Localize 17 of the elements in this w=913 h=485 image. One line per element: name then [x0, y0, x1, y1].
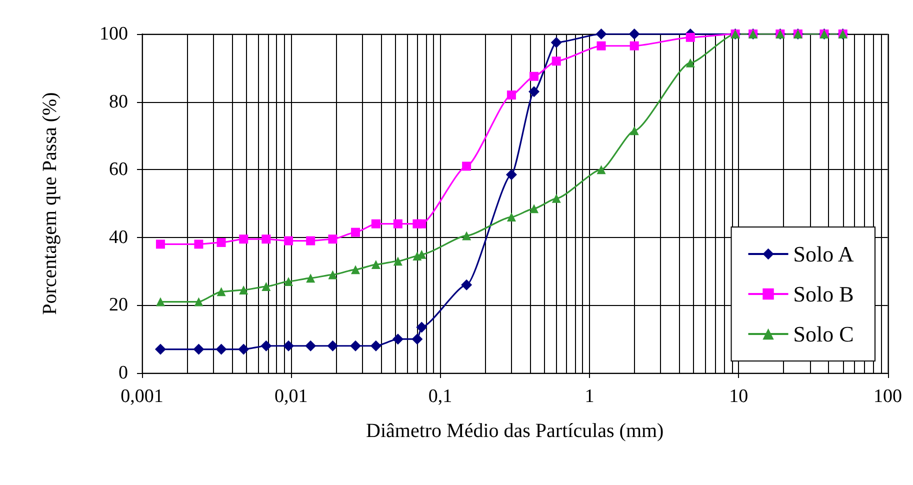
y-tick-label: 60 [109, 159, 128, 180]
y-tick-label: 40 [109, 226, 128, 248]
x-tick-label: 0,01 [274, 386, 308, 407]
legend-label: Solo B [793, 282, 854, 306]
x-tick-label: 1 [584, 386, 594, 407]
x-axis-title: Diâmetro Médio das Partículas (mm) [366, 420, 664, 442]
x-tick-label: 0,001 [120, 386, 164, 407]
y-tick-label: 0 [118, 362, 128, 384]
y-tick-label: 100 [100, 24, 128, 44]
legend-label: Solo A [793, 242, 854, 266]
y-tick-label: 20 [109, 294, 128, 316]
x-tick-label: 0,1 [428, 386, 452, 407]
x-tick-label: 100 [874, 386, 902, 407]
x-tick-label: 10 [729, 386, 748, 407]
y-tick-label: 80 [109, 91, 128, 112]
y-axis-title: Porcentagem que Passa (%) [39, 92, 61, 315]
legend-label: Solo C [793, 322, 854, 346]
